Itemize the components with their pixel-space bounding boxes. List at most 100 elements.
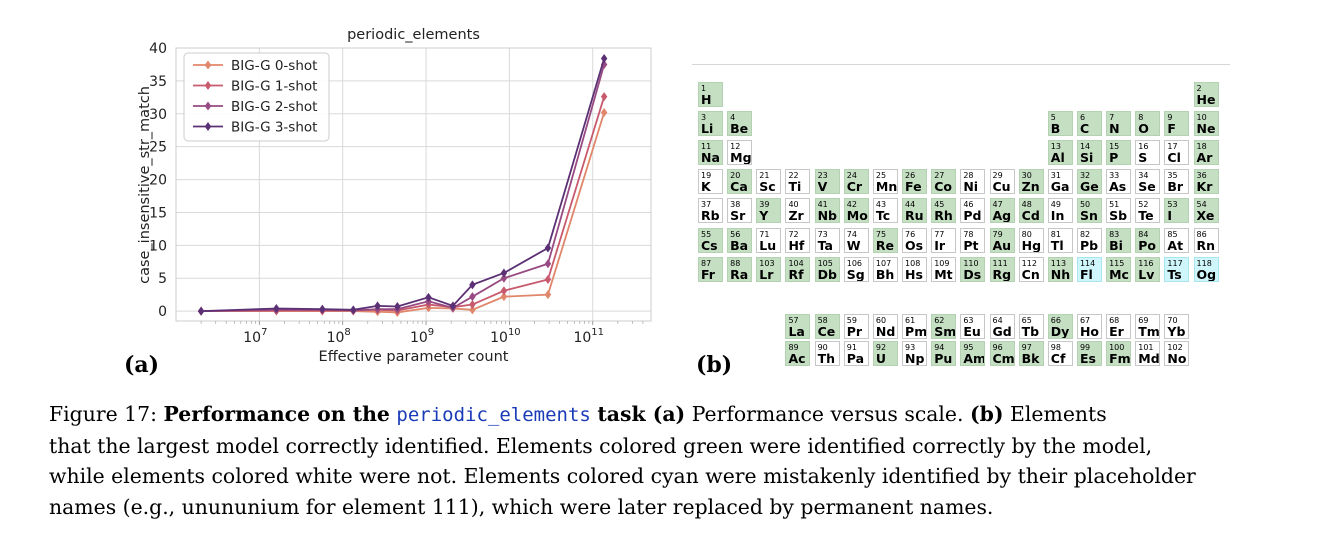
element-cell: 72 Hf — [785, 227, 811, 253]
element-number: 71 — [759, 229, 770, 239]
data-point — [544, 259, 552, 269]
element-symbol: Ti — [788, 179, 802, 195]
element-cell: 11 Na — [698, 140, 723, 166]
element-symbol: Ni — [963, 179, 979, 195]
element-symbol: Es — [1079, 351, 1096, 366]
element-number: 73 — [817, 229, 828, 239]
element-symbol: Am — [963, 351, 986, 366]
element-number: 105 — [817, 258, 833, 268]
element-symbol: Mn — [875, 179, 898, 195]
element-symbol: Er — [1109, 324, 1124, 339]
element-number: 63 — [963, 316, 974, 325]
element-cell: 99 Es — [1076, 341, 1102, 366]
element-cell: 22 Ti — [785, 169, 811, 195]
element-number: 78 — [963, 229, 974, 239]
element-number: 75 — [875, 229, 887, 239]
element-symbol: Cd — [1021, 208, 1040, 224]
element-cell: 82 Pb — [1076, 227, 1102, 253]
element-cell: 34 Se — [1135, 169, 1161, 195]
y-tick-label: 5 — [158, 271, 167, 287]
element-number: 1 — [701, 84, 707, 93]
element-symbol: Ag — [992, 208, 1012, 224]
element-number: 14 — [1079, 142, 1091, 152]
element-cell: 106 Sg — [843, 256, 869, 282]
element-cell: 97 Bk — [1018, 341, 1044, 366]
element-symbol: I — [1167, 208, 1173, 224]
caption-text-1: Performance versus scale. — [691, 402, 964, 426]
series-line — [201, 58, 606, 313]
element-symbol: Mc — [1109, 266, 1129, 282]
caption-text-2: Elements — [1010, 402, 1107, 426]
element-number: 98 — [1050, 343, 1061, 352]
element-symbol: Ar — [1196, 150, 1213, 166]
data-point — [500, 286, 508, 296]
element-number: 114 — [1079, 258, 1096, 268]
element-cell: 25 Mn — [872, 169, 898, 195]
element-symbol: Pt — [963, 237, 979, 253]
element-number: 116 — [1138, 258, 1154, 268]
element-cell: 55 Cs — [698, 227, 723, 253]
element-number: 10 — [1196, 113, 1207, 123]
element-symbol: Se — [1138, 179, 1156, 195]
element-cell: 89 Ac — [785, 341, 811, 366]
element-number: 30 — [1021, 171, 1032, 181]
element-symbol: Au — [992, 237, 1012, 253]
element-cell: 42 Mo — [843, 198, 869, 224]
element-number: 69 — [1138, 316, 1149, 325]
element-symbol: C — [1079, 121, 1090, 137]
element-number: 8 — [1138, 113, 1144, 123]
element-number: 49 — [1050, 200, 1061, 210]
element-symbol: Ba — [730, 237, 749, 253]
element-number: 58 — [817, 316, 828, 325]
element-symbol: Hg — [1021, 237, 1042, 253]
caption-figure-number: Figure 17: — [49, 402, 157, 426]
data-point — [273, 304, 280, 314]
element-symbol: Bh — [875, 266, 895, 282]
element-symbol: Rn — [1196, 237, 1216, 253]
element-symbol: B — [1050, 121, 1061, 137]
element-cell: 44 Ru — [902, 198, 928, 224]
element-symbol: N — [1109, 121, 1120, 137]
element-symbol: Sg — [846, 266, 865, 282]
element-cell: 12 Mg — [727, 140, 753, 166]
element-symbol: Y — [759, 208, 769, 224]
y-tick-label: 40 — [149, 41, 167, 57]
panel-label-a: (a) — [124, 352, 160, 378]
element-cell: 67 Ho — [1076, 314, 1102, 339]
figure-caption: Figure 17: Performance on the periodic_e… — [49, 399, 1304, 522]
data-point — [500, 292, 508, 302]
element-symbol: Db — [817, 266, 837, 282]
element-symbol: Pa — [846, 351, 865, 366]
element-symbol: Co — [934, 179, 952, 195]
element-number: 59 — [846, 316, 857, 325]
element-symbol: Ta — [817, 237, 833, 253]
element-symbol: At — [1167, 237, 1184, 253]
element-number: 84 — [1138, 229, 1149, 239]
data-point — [500, 273, 508, 283]
element-cell: 31 Ga — [1047, 169, 1073, 195]
element-number: 21 — [759, 171, 770, 181]
element-symbol: Np — [905, 351, 925, 366]
element-cell: 110 Ds — [960, 256, 986, 282]
element-number: 52 — [1138, 200, 1149, 210]
element-symbol: Rg — [992, 266, 1012, 282]
element-number: 65 — [1021, 316, 1032, 325]
element-cell: 38 Sr — [727, 198, 753, 224]
element-symbol: As — [1109, 179, 1127, 195]
data-point — [319, 304, 326, 314]
element-cell: 64 Gd — [989, 314, 1015, 339]
data-point — [469, 305, 476, 315]
element-cell: 98 Cf — [1047, 341, 1073, 366]
element-cell: 3 Li — [698, 111, 723, 137]
element-symbol: Re — [875, 237, 894, 253]
element-number: 33 — [1109, 171, 1120, 181]
element-number: 62 — [934, 316, 945, 325]
element-symbol: Bk — [1021, 351, 1040, 366]
element-number: 18 — [1196, 142, 1207, 152]
element-symbol: Ca — [730, 179, 748, 195]
element-cell: 87 Fr — [698, 256, 723, 282]
element-number: 13 — [1050, 142, 1061, 152]
element-cell: 112 Cn — [1018, 256, 1044, 282]
element-cell: 61 Pm — [902, 314, 928, 339]
